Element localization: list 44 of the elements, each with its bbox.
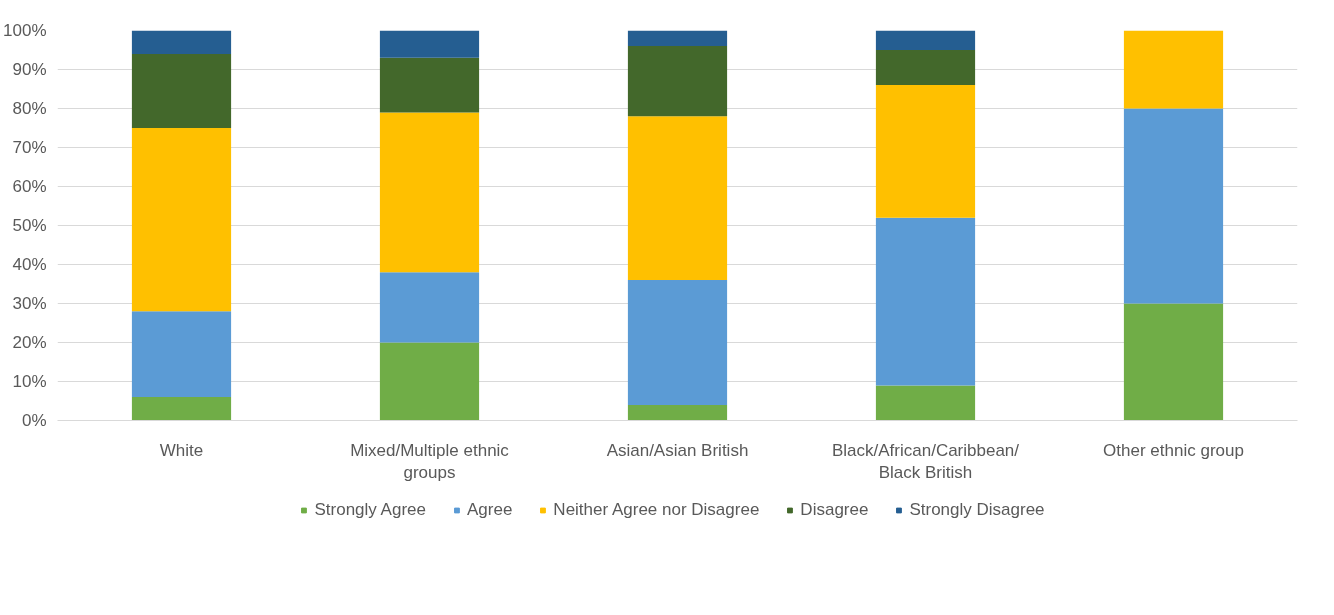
bar — [379, 272, 480, 343]
y-tick-label: 0% — [21, 411, 47, 430]
bar — [627, 280, 728, 405]
y-tick-label: 70% — [12, 138, 47, 157]
legend-label: Disagree — [800, 500, 869, 520]
x-tick-label: White — [159, 440, 204, 460]
bar — [875, 385, 976, 421]
bar — [875, 50, 976, 86]
bar — [379, 57, 480, 113]
bar — [1123, 108, 1224, 304]
bar — [131, 397, 232, 421]
x-tick-label: Asian/Asian British — [606, 440, 749, 460]
legend-label: Neither Agree nor Disagree — [553, 500, 760, 520]
x-tick-label: Black/African/Caribbean/Black British — [831, 440, 1020, 483]
y-tick-label: 10% — [12, 372, 47, 391]
bar — [131, 53, 232, 128]
bar — [379, 342, 480, 421]
bar — [875, 30, 976, 50]
legend-label: Strongly Disagree — [909, 500, 1045, 520]
bar — [1123, 30, 1224, 109]
y-tick-label: 80% — [12, 99, 47, 118]
y-tick-label: 40% — [12, 255, 47, 274]
bar — [131, 128, 232, 312]
bar — [627, 116, 728, 281]
bar — [131, 30, 232, 54]
y-tick-label: 50% — [12, 216, 47, 235]
legend-label: Agree — [466, 500, 513, 520]
bar — [131, 311, 232, 398]
y-tick-label: 60% — [12, 177, 47, 196]
y-tick-label: 20% — [12, 333, 47, 352]
bar — [1123, 303, 1224, 421]
bar — [627, 404, 728, 421]
y-tick-label: 90% — [12, 60, 47, 79]
legend-label: Strongly Agree — [314, 500, 426, 520]
y-tick-label: 30% — [12, 294, 47, 313]
bar — [627, 30, 728, 47]
bar — [875, 85, 976, 218]
bar — [379, 112, 480, 273]
x-tick-label: Mixed/Multiple ethnic groups — [350, 440, 510, 483]
y-tick-label: 100% — [3, 21, 47, 40]
bar — [875, 217, 976, 386]
bar — [379, 30, 480, 58]
x-tick-label: Other ethnic group — [1103, 440, 1244, 460]
bar — [627, 46, 728, 117]
